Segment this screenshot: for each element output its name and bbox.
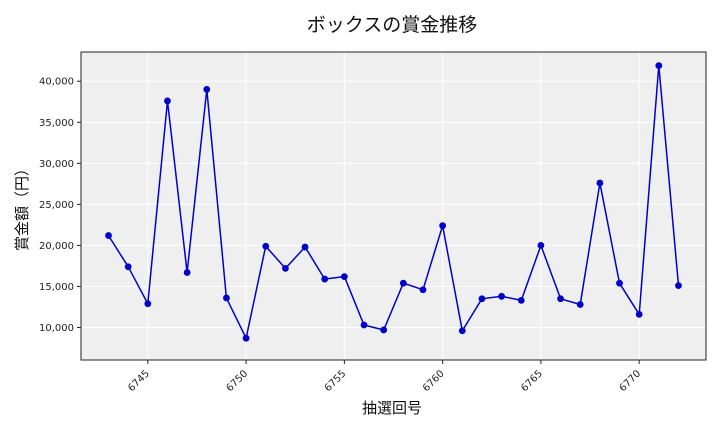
data-point [498, 292, 505, 300]
data-point [655, 62, 663, 70]
y-axis-label: 賞金額（円） [13, 161, 31, 251]
data-point [183, 269, 191, 276]
y-tick-label: 10,000 [39, 323, 74, 334]
data-point [517, 297, 525, 304]
x-axis-label: 抽選回号 [362, 399, 422, 417]
x-tick-label: 6745 [126, 368, 152, 394]
x-axis-ticks: 6745 6750 6755 6760 6765 6770 [126, 360, 643, 394]
data-point [282, 264, 289, 272]
data-point [203, 86, 211, 93]
y-tick-label: 25,000 [39, 200, 74, 211]
series-line [107, 65, 680, 341]
y-tick-label: 35,000 [39, 118, 74, 129]
x-tick-label: 6755 [323, 368, 349, 394]
data-point [537, 242, 545, 249]
y-tick-label: 15,000 [39, 282, 74, 293]
data-point [576, 301, 584, 308]
plot-area [81, 52, 706, 360]
data-point [399, 279, 407, 287]
data-point [675, 282, 682, 290]
data-point [360, 321, 368, 329]
y-tick-label: 20,000 [39, 241, 74, 252]
data-point [301, 243, 309, 251]
x-tick-label: 6765 [519, 368, 545, 394]
data-point [321, 275, 329, 283]
plot-frame [80, 51, 707, 361]
data-point [144, 300, 152, 308]
y-tick-label: 40,000 [39, 77, 74, 88]
chart-title: ボックスの賞金推移 [307, 14, 477, 36]
data-point [478, 295, 486, 303]
data-point [557, 295, 564, 303]
x-tick-label: 6770 [618, 368, 644, 394]
data-point [439, 222, 447, 230]
y-tick-label: 30,000 [39, 159, 74, 170]
data-point [458, 327, 466, 335]
data-point [164, 97, 171, 105]
data-point [242, 334, 250, 342]
data-point [419, 286, 427, 294]
data-point [124, 263, 132, 271]
data-point [616, 279, 623, 287]
data-point [262, 242, 270, 250]
x-tick-label: 6760 [421, 368, 447, 394]
data-point [223, 294, 230, 302]
data-point [635, 310, 643, 318]
data-point [340, 273, 348, 280]
data-point [380, 326, 388, 334]
data-point [105, 232, 112, 239]
data-points [105, 62, 682, 342]
series-polyline [107, 65, 680, 341]
axes [80, 51, 707, 361]
data-point [596, 179, 604, 187]
x-tick-label: 6750 [224, 368, 250, 394]
y-axis-ticks: 10,000 15,000 20,000 25,000 30,000 35,000 40,0… [39, 77, 81, 334]
